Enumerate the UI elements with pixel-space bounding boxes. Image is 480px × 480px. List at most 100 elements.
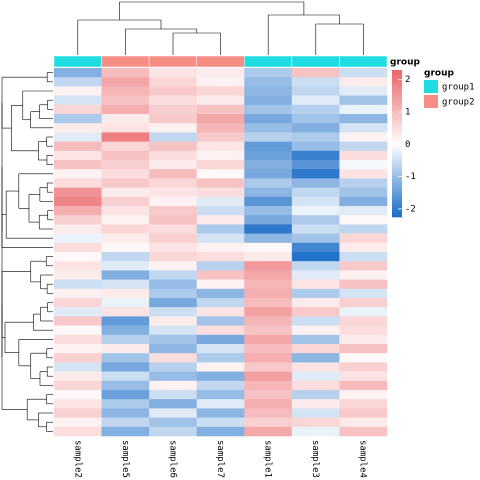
heatmap-cell: [196, 252, 245, 262]
colorbar-step: [392, 119, 402, 122]
heatmap-cell: [244, 399, 293, 409]
heatmap-cell: [149, 68, 198, 78]
heatmap-cell: [244, 298, 293, 308]
heatmap-cell: [196, 114, 245, 124]
heatmap-cell: [149, 380, 198, 391]
heatmap-cell: [244, 160, 293, 170]
heatmap-cell: [339, 399, 388, 409]
colorbar-step: [392, 121, 402, 125]
heatmap-cell: [291, 224, 340, 234]
heatmap-cell: [101, 298, 150, 308]
heatmap-cell: [339, 206, 388, 216]
heatmap-cell: [196, 187, 245, 198]
heatmap-cell: [54, 344, 102, 354]
colorbar-step: [392, 126, 402, 130]
heatmap-cell: [339, 371, 388, 382]
column-dendrogram: [77, 1, 364, 55]
colorbar-step: [392, 74, 402, 78]
heatmap-cell: [291, 114, 340, 124]
heatmap-cell: [291, 169, 340, 179]
heatmap-cell: [244, 123, 293, 133]
heatmap-cell: [54, 426, 102, 437]
heatmap-cell: [291, 270, 340, 280]
heatmap-cell: [196, 123, 245, 133]
heatmap-cell: [244, 104, 293, 115]
heatmap-cell: [101, 334, 150, 345]
heatmap-cell: [339, 417, 388, 428]
heatmap-cell: [149, 86, 198, 96]
heatmap-cell: [54, 242, 102, 253]
heatmap-cell: [291, 298, 340, 308]
heatmap-cell: [339, 141, 388, 152]
heatmap-cell: [339, 408, 388, 418]
colorbar-step: [392, 204, 402, 208]
annotation-cell: [53, 55, 102, 68]
heatmap-cell: [101, 77, 150, 87]
legend-label: group2: [442, 98, 475, 108]
heatmap-cell: [244, 178, 293, 188]
heatmap-cell: [149, 123, 198, 133]
heatmap-cell: [149, 132, 198, 142]
heatmap-cell: [54, 279, 102, 290]
heatmap-cell: [101, 178, 150, 188]
heatmap-cell: [149, 150, 198, 161]
heatmap-cell: [149, 95, 198, 106]
colorbar-step: [392, 170, 402, 174]
heatmap-cell: [244, 344, 293, 354]
heatmap-cell: [196, 95, 245, 106]
annotation-cell: [244, 55, 293, 68]
heatmap-cell: [149, 362, 198, 372]
heatmap-cell: [54, 307, 102, 317]
heatmap-cell: [244, 261, 293, 271]
heatmap-cell: [149, 288, 198, 299]
heatmap-cell: [244, 334, 293, 345]
heatmap-cell: [54, 270, 102, 280]
heatmap-cell: [196, 160, 245, 170]
heatmap-cell: [244, 307, 293, 317]
colorbar-step: [392, 168, 402, 171]
heatmap-cell: [196, 141, 245, 152]
heatmap-cell: [339, 233, 388, 244]
legend-label: group1: [442, 83, 475, 93]
heatmap-cell: [244, 114, 293, 124]
heatmap-cell: [196, 77, 245, 87]
heatmap-cell: [101, 206, 150, 216]
heatmap-cell: [149, 279, 198, 290]
heatmap-cell: [54, 123, 102, 133]
heatmap-cell: [339, 224, 388, 234]
heatmap-cell: [339, 215, 388, 225]
heatmap-cell: [149, 371, 198, 382]
heatmap-cell: [244, 242, 293, 253]
heatmap-cell: [291, 86, 340, 96]
colorbar-step: [392, 87, 402, 90]
heatmap-cell: [291, 252, 340, 262]
heatmap-cell: [339, 298, 388, 308]
heatmap-cell: [291, 68, 340, 78]
heatmap-cell: [101, 86, 150, 96]
heatmap-cell: [339, 261, 388, 271]
colorbar-step: [392, 70, 402, 73]
colorbar-step: [392, 180, 402, 183]
colorbar-step: [392, 106, 402, 110]
heatmap-cell: [291, 362, 340, 372]
heatmap-cell: [339, 77, 388, 87]
colorbar-step: [392, 136, 402, 139]
heatmap-cell: [244, 426, 293, 437]
colorbar-label: -2: [405, 204, 416, 214]
heatmap-cell: [291, 307, 340, 317]
heatmap-cell: [196, 380, 245, 391]
heatmap-cell: [244, 215, 293, 225]
heatmap-cell: [196, 86, 245, 96]
heatmap-cell: [54, 215, 102, 225]
heatmap-cell: [101, 242, 150, 253]
heatmap-cell: [101, 417, 150, 428]
heatmap-cell: [244, 279, 293, 290]
heatmap-cell: [196, 417, 245, 428]
heatmap-cell: [196, 344, 245, 354]
heatmap-cell: [339, 160, 388, 170]
heatmap-cell: [54, 399, 102, 409]
heatmap-cell: [196, 426, 245, 437]
heatmap-cell: [101, 160, 150, 170]
heatmap-cell: [149, 252, 198, 262]
colorbar-step: [392, 72, 402, 76]
